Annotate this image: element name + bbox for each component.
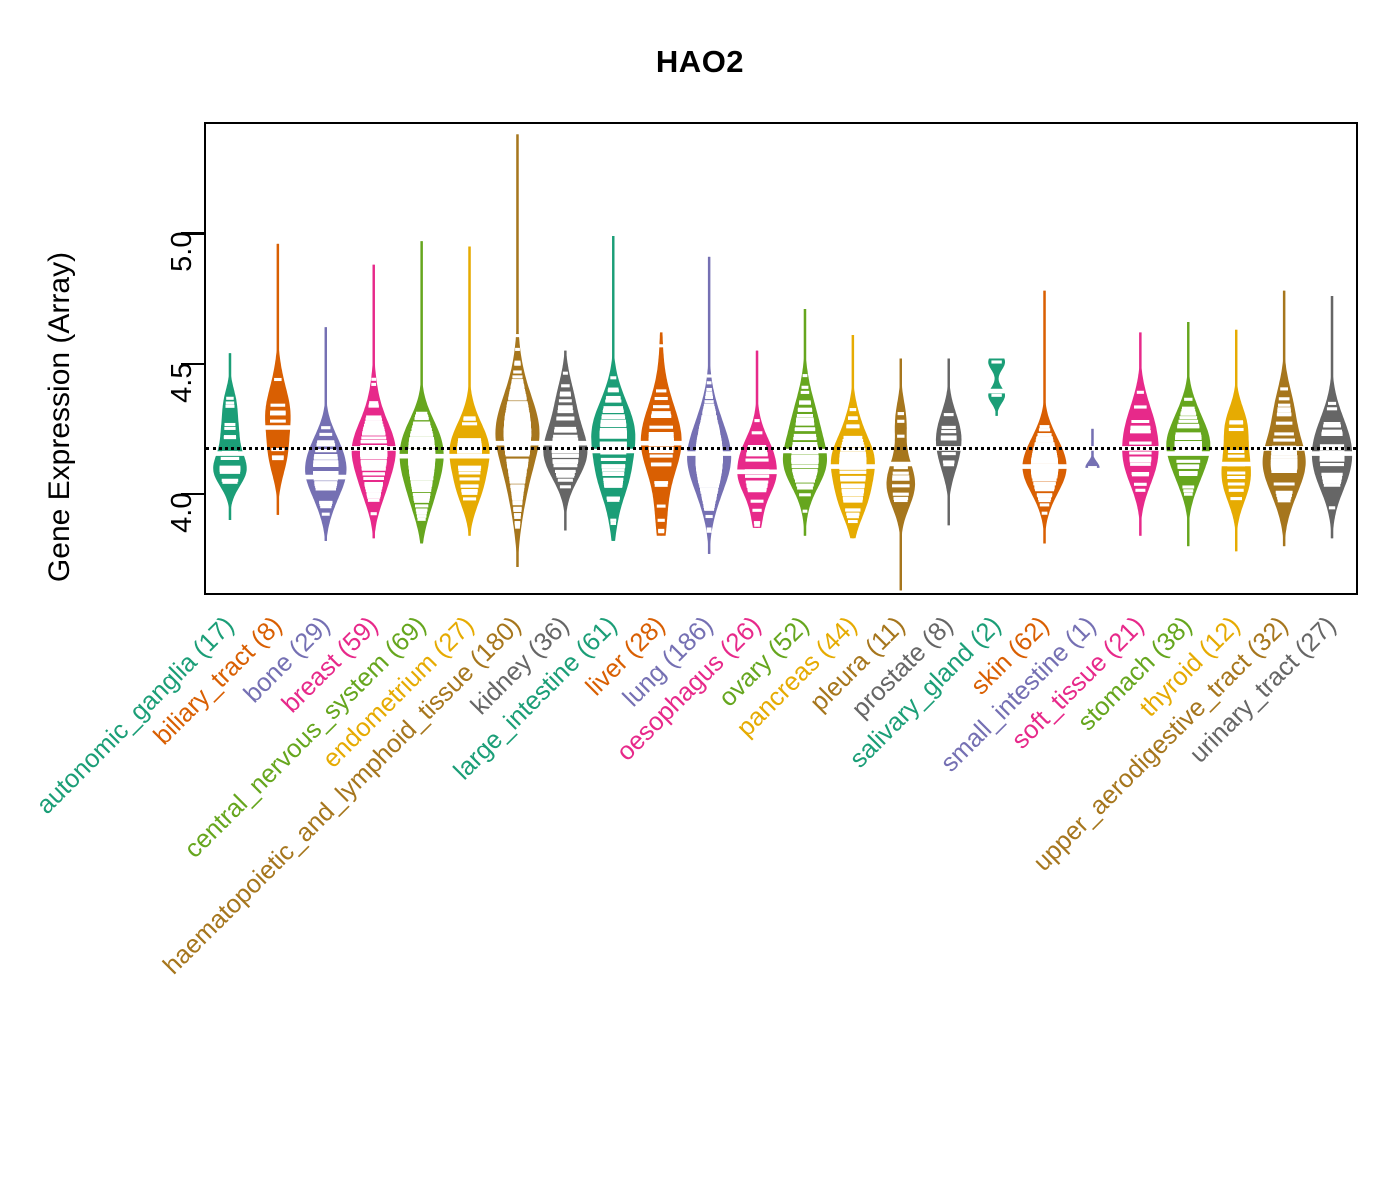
violin-body bbox=[1122, 332, 1159, 536]
violin-group bbox=[448, 246, 491, 536]
x-axis-label: stomach (38) bbox=[1072, 611, 1198, 737]
x-axis-label: salivary_gland (2) bbox=[844, 611, 1007, 774]
violin-group bbox=[1262, 290, 1306, 547]
violin-group bbox=[1021, 290, 1068, 544]
violin-group bbox=[988, 358, 1005, 416]
violin-group bbox=[591, 236, 636, 541]
x-axis-label: breast (59) bbox=[276, 611, 384, 719]
violin-body bbox=[449, 246, 490, 536]
x-axis-label: skin (62) bbox=[965, 611, 1055, 701]
x-axis-label: autonomic_ganglia (17) bbox=[31, 611, 240, 820]
x-axis-label: central_nervous_system (69) bbox=[178, 611, 432, 864]
violin-group bbox=[398, 241, 445, 544]
x-axis-label: oesophagus (26) bbox=[611, 611, 767, 767]
y-axis-tick bbox=[181, 362, 204, 366]
plot-area bbox=[204, 122, 1358, 595]
x-axis-label: lung (186) bbox=[617, 611, 719, 713]
chart-title: HAO2 bbox=[655, 44, 745, 79]
violin-group bbox=[1121, 332, 1160, 536]
violin-group bbox=[886, 358, 916, 591]
x-axis-label: liver (28) bbox=[580, 611, 671, 702]
violin-group bbox=[304, 327, 347, 541]
violin-group bbox=[264, 243, 292, 515]
x-axis-label: prostate (8) bbox=[846, 611, 959, 724]
x-axis-label: small_intestine (1) bbox=[935, 611, 1102, 778]
y-axis-title: Gene Expression (Array) bbox=[43, 251, 76, 583]
violin-group bbox=[686, 256, 733, 554]
violin-swarm-layer bbox=[213, 134, 1354, 591]
x-axis-label: biliary_tract (8) bbox=[148, 611, 288, 751]
y-axis-tick-label: 4.0 bbox=[165, 492, 198, 533]
reference-line bbox=[206, 447, 1356, 451]
y-axis-tick bbox=[181, 492, 204, 496]
x-axis-label: large_intestine (61) bbox=[448, 611, 623, 786]
x-axis-label: endometrium (27) bbox=[316, 611, 480, 774]
violin-body bbox=[935, 358, 962, 526]
x-axis-label: thyroid (12) bbox=[1134, 611, 1246, 723]
violin-group bbox=[736, 350, 778, 528]
x-axis-label: bone (29) bbox=[238, 611, 336, 709]
violin-group bbox=[639, 332, 683, 536]
x-axis-label: haematopoietic_and_lymphoid_tissue (180) bbox=[158, 611, 528, 980]
y-axis-tick-label: 4.5 bbox=[165, 362, 198, 403]
violin-body bbox=[1262, 290, 1306, 547]
violin-group bbox=[350, 264, 397, 539]
x-axis-label: soft_tissue (21) bbox=[1006, 611, 1150, 755]
x-axis-label: pancreas (44) bbox=[731, 611, 863, 743]
y-axis-tick bbox=[181, 232, 204, 235]
violin-group bbox=[1220, 329, 1252, 552]
x-axis-label: upper_aerodigestive_tract (32) bbox=[1028, 611, 1294, 877]
x-axis-label: ovary (52) bbox=[713, 611, 815, 713]
violin-group bbox=[1310, 295, 1354, 539]
y-axis-tick-label: 5.0 bbox=[165, 231, 198, 273]
violin-body bbox=[988, 358, 1005, 416]
x-axis-label: kidney (36) bbox=[465, 611, 575, 721]
violin-body bbox=[1311, 296, 1353, 539]
x-axis-label: pleura (11) bbox=[804, 611, 911, 717]
violin-group bbox=[1166, 322, 1211, 547]
violin-group bbox=[935, 358, 962, 526]
x-axis-label: urinary_tract (27) bbox=[1184, 611, 1342, 769]
violin-group bbox=[543, 350, 588, 531]
violin-group bbox=[213, 353, 247, 521]
violin-group bbox=[495, 134, 540, 567]
violin-group bbox=[829, 335, 876, 539]
violin-group bbox=[782, 308, 828, 536]
violin-body bbox=[1221, 329, 1251, 552]
